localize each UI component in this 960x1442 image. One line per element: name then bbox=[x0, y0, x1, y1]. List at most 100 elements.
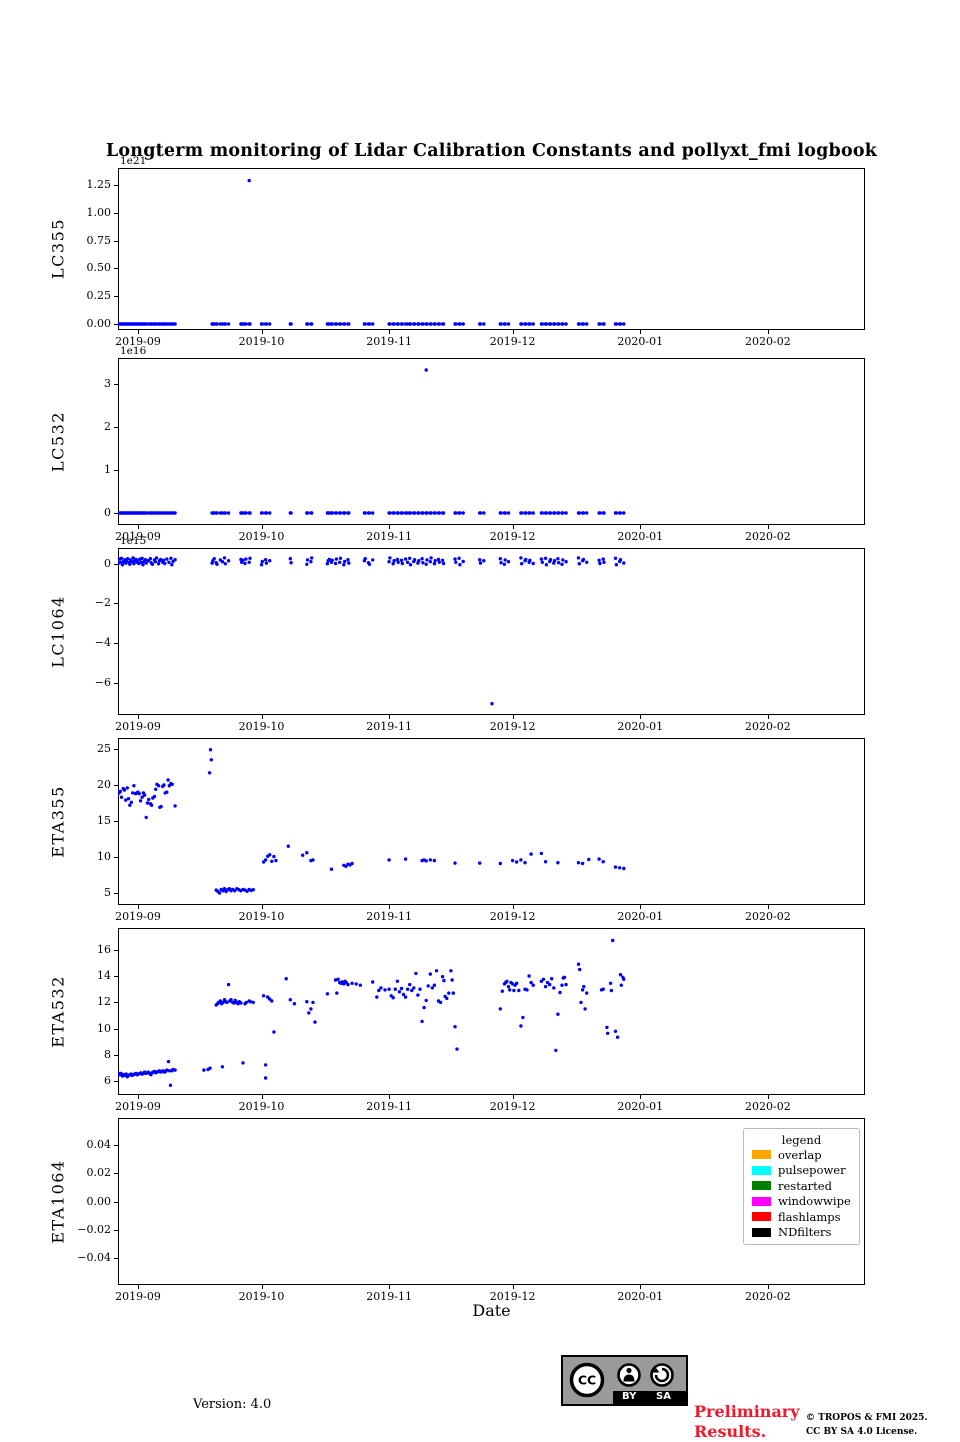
data-point bbox=[367, 511, 372, 515]
data-point bbox=[222, 887, 227, 891]
y-tick-label: 0 bbox=[104, 556, 111, 570]
badge-label-strip bbox=[613, 1391, 686, 1404]
data-point bbox=[342, 982, 346, 986]
x-tick-label: 2020-01 bbox=[617, 1290, 664, 1303]
data-point bbox=[613, 1029, 618, 1033]
data-point bbox=[367, 562, 372, 566]
data-point bbox=[424, 368, 428, 372]
data-point bbox=[168, 1083, 173, 1087]
data-point bbox=[520, 322, 524, 326]
legend-swatch-overlap bbox=[752, 1150, 771, 1160]
data-point bbox=[457, 556, 461, 560]
y-tick-label: 16 bbox=[97, 942, 111, 956]
badge-by-label: BY bbox=[622, 1391, 637, 1402]
data-point bbox=[363, 322, 367, 326]
data-point bbox=[142, 793, 147, 797]
x-tick-label: 2019-11 bbox=[366, 1290, 412, 1303]
data-point bbox=[622, 977, 626, 981]
data-point bbox=[226, 982, 231, 987]
x-tick-label: 2019-12 bbox=[489, 530, 536, 543]
data-point bbox=[263, 558, 268, 562]
data-point bbox=[548, 982, 552, 987]
x-tick-label: 2019-10 bbox=[238, 530, 285, 543]
y-tick-label: 14 bbox=[97, 969, 111, 983]
data-point bbox=[363, 511, 367, 515]
x-tick bbox=[767, 905, 769, 909]
data-point bbox=[330, 322, 334, 326]
data-point bbox=[564, 511, 568, 515]
data-point bbox=[576, 962, 581, 966]
legend-entry-windowwipe: windowwipe bbox=[744, 1194, 859, 1210]
data-point bbox=[310, 322, 314, 326]
data-point bbox=[221, 1000, 225, 1005]
data-point bbox=[395, 979, 400, 983]
y-tick-label: 0.04 bbox=[86, 1137, 112, 1151]
data-point bbox=[582, 984, 586, 989]
y-tick-label: 0 bbox=[104, 505, 111, 519]
x-tick bbox=[767, 1095, 769, 1099]
x-axis-label: Date bbox=[472, 1301, 511, 1320]
data-point bbox=[305, 851, 309, 855]
data-point bbox=[166, 778, 170, 782]
data-point bbox=[338, 560, 342, 564]
data-point bbox=[421, 511, 425, 515]
data-point bbox=[284, 977, 288, 981]
plot-panel-eta532 bbox=[118, 928, 865, 1095]
data-point bbox=[217, 891, 222, 895]
data-point bbox=[330, 558, 334, 562]
data-point bbox=[499, 322, 503, 326]
data-point bbox=[482, 322, 486, 326]
x-tick bbox=[138, 1285, 139, 1289]
cc-circle-label: CC bbox=[578, 1373, 596, 1388]
data-point bbox=[244, 511, 248, 515]
data-point bbox=[330, 511, 334, 515]
legend-label: pulsepower bbox=[778, 1163, 846, 1178]
data-point bbox=[139, 560, 143, 564]
data-point bbox=[334, 322, 339, 326]
data-point bbox=[129, 800, 134, 804]
data-point bbox=[543, 984, 548, 989]
data-point bbox=[170, 563, 174, 567]
plot-panel-lc532 bbox=[118, 358, 865, 525]
data-point bbox=[260, 559, 264, 564]
x-tick-label: 2019-10 bbox=[238, 720, 285, 733]
data-point bbox=[539, 851, 544, 856]
data-point bbox=[605, 1025, 609, 1030]
data-point bbox=[158, 557, 163, 562]
data-point bbox=[541, 977, 546, 981]
x-tick-label: 2019-11 bbox=[366, 335, 412, 348]
data-point bbox=[433, 559, 437, 563]
data-point bbox=[453, 861, 457, 865]
data-point bbox=[429, 511, 433, 515]
data-point bbox=[131, 791, 135, 795]
y-tick bbox=[114, 1144, 118, 1146]
data-point bbox=[421, 561, 425, 565]
y-tick-label: 25 bbox=[97, 742, 111, 755]
data-point bbox=[248, 322, 252, 326]
data-point bbox=[162, 783, 166, 787]
data-point bbox=[263, 858, 268, 862]
x-tick bbox=[261, 330, 263, 334]
y-tick-label: 0.50 bbox=[86, 261, 112, 275]
x-tick bbox=[640, 1095, 642, 1099]
data-point bbox=[311, 1000, 315, 1005]
data-point bbox=[161, 558, 166, 562]
data-point bbox=[519, 1024, 523, 1028]
data-point bbox=[606, 1031, 610, 1035]
data-point bbox=[346, 558, 350, 562]
data-point bbox=[334, 557, 339, 561]
y-tick bbox=[114, 240, 118, 242]
data-point bbox=[548, 322, 553, 326]
data-point bbox=[247, 560, 251, 564]
y-tick-label: 3 bbox=[104, 377, 111, 391]
data-point bbox=[618, 866, 622, 870]
data-point bbox=[215, 562, 219, 566]
axis-scale-label-lc1064: 1e15 bbox=[120, 535, 147, 547]
data-point bbox=[403, 857, 408, 861]
data-point bbox=[482, 511, 486, 515]
data-point bbox=[354, 982, 358, 986]
legend-box: legend overlap pulsepower restarted windoww… bbox=[743, 1128, 860, 1245]
figure-title: Longterm monitoring of Lidar Calibration… bbox=[105, 141, 878, 161]
data-point bbox=[432, 562, 437, 566]
data-point bbox=[519, 858, 523, 862]
